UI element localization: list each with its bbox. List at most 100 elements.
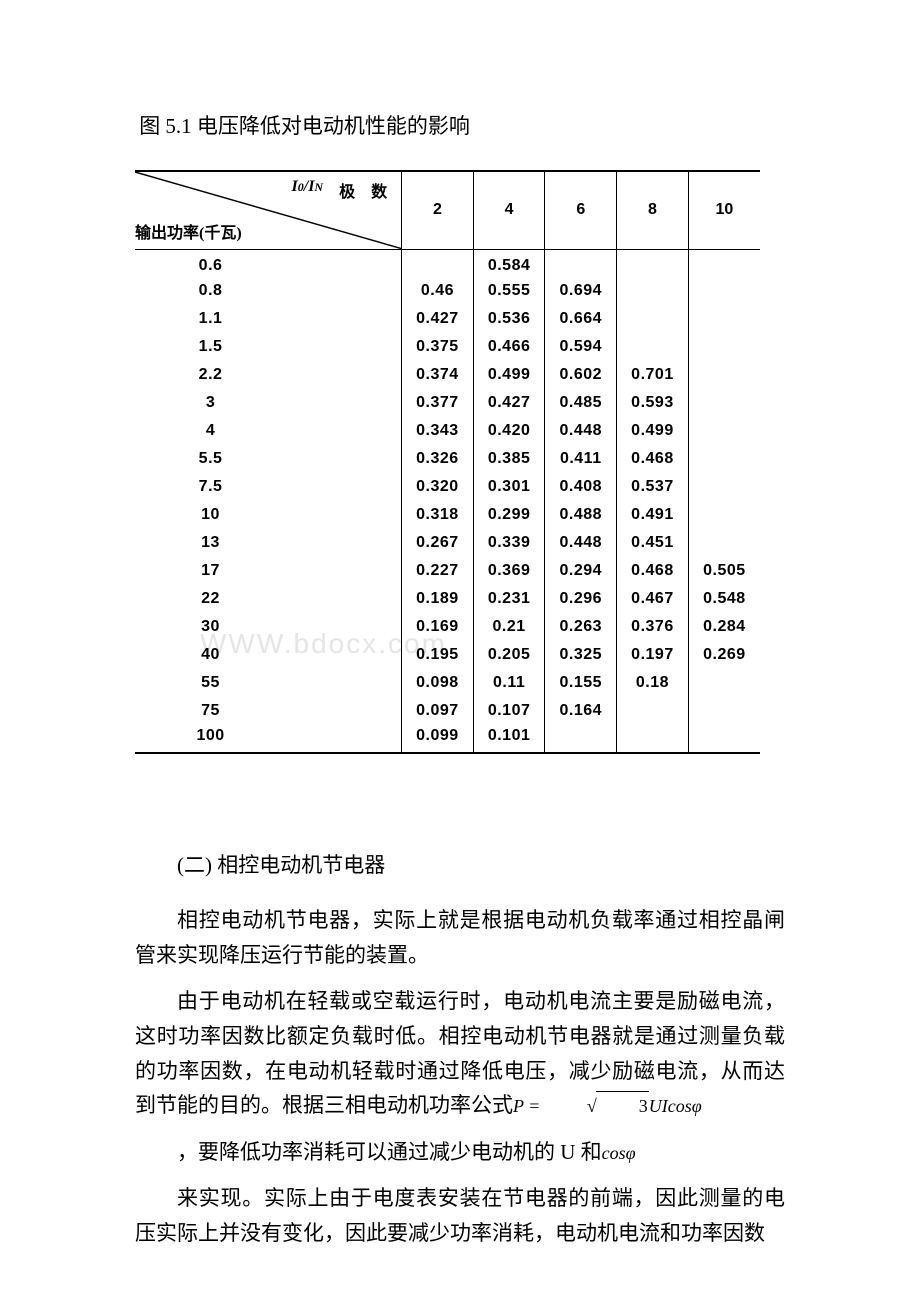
cell-value: 0.694 <box>545 277 617 305</box>
cell-value <box>688 361 760 389</box>
cell-value: 0.155 <box>545 669 617 697</box>
cell-value: 0.375 <box>402 333 474 361</box>
cell-value: 0.466 <box>473 333 545 361</box>
ratio-label: I0/IN <box>292 178 324 196</box>
table-row: 1.10.4270.5360.664 <box>135 305 760 333</box>
cell-value: 0.318 <box>402 501 474 529</box>
row-key: 0.8 <box>135 277 402 305</box>
row-key: 7.5 <box>135 473 402 501</box>
cell-value <box>688 277 760 305</box>
cell-value <box>545 249 617 277</box>
row-key: 75 <box>135 697 402 725</box>
figure-caption: 图 5.1 电压降低对电动机性能的影响 <box>135 110 785 140</box>
cell-value: 0.098 <box>402 669 474 697</box>
cell-value: 0.21 <box>473 613 545 641</box>
table-row: 170.2270.3690.2940.4680.505 <box>135 557 760 585</box>
cell-value: 0.491 <box>617 501 689 529</box>
table-row: 750.0970.1070.164 <box>135 697 760 725</box>
row-key: 30 <box>135 613 402 641</box>
cell-value: 0.374 <box>402 361 474 389</box>
table-row: 30.3770.4270.4850.593 <box>135 389 760 417</box>
cell-value <box>688 529 760 557</box>
cell-value: 0.301 <box>473 473 545 501</box>
cell-value: 0.427 <box>402 305 474 333</box>
cell-value: 0.231 <box>473 585 545 613</box>
cell-value: 0.420 <box>473 417 545 445</box>
cell-value: 0.499 <box>617 417 689 445</box>
table-row: 7.50.3200.3010.4080.537 <box>135 473 760 501</box>
table-row: 300.1690.210.2630.3760.284 <box>135 613 760 641</box>
paragraph-2: 由于电动机在轻载或空载运行时，电动机电流主要是励磁电流，这时功率因数比额定负载时… <box>135 984 785 1123</box>
motor-data-table: I0/IN 极 数 输出功率(千瓦) 2 4 6 8 10 0.60.5840.… <box>135 170 760 754</box>
cell-value: 0.11 <box>473 669 545 697</box>
row-key: 17 <box>135 557 402 585</box>
row-key: 10 <box>135 501 402 529</box>
cell-value: 0.664 <box>545 305 617 333</box>
cell-value: 0.451 <box>617 529 689 557</box>
cell-value: 0.548 <box>688 585 760 613</box>
cell-value: 0.339 <box>473 529 545 557</box>
row-key: 2.2 <box>135 361 402 389</box>
row-key: 0.6 <box>135 249 402 277</box>
cell-value <box>402 249 474 277</box>
cell-value <box>688 473 760 501</box>
cell-value: 0.189 <box>402 585 474 613</box>
table-row: 130.2670.3390.4480.451 <box>135 529 760 557</box>
cell-value: 0.227 <box>402 557 474 585</box>
cell-value: 0.320 <box>402 473 474 501</box>
row-key: 13 <box>135 529 402 557</box>
cell-value <box>688 417 760 445</box>
cell-value: 0.485 <box>545 389 617 417</box>
paragraph-1: 相控电动机节电器，实际上就是根据电动机负载率通过相控晶闸管来实现降压运行节能的装… <box>135 903 785 972</box>
cell-value: 0.488 <box>545 501 617 529</box>
cell-value: 0.594 <box>545 333 617 361</box>
cell-value: 0.197 <box>617 641 689 669</box>
table-row: 0.6 0.584 <box>135 249 760 277</box>
cell-value: 0.701 <box>617 361 689 389</box>
cell-value <box>688 697 760 725</box>
column-header: 2 <box>402 171 474 249</box>
table-row: 1000.0990.101 <box>135 725 760 753</box>
cell-value: 0.101 <box>473 725 545 753</box>
cell-value <box>545 725 617 753</box>
cell-value: 0.584 <box>473 249 545 277</box>
cell-value: 0.326 <box>402 445 474 473</box>
cell-value: 0.263 <box>545 613 617 641</box>
cell-value: 0.536 <box>473 305 545 333</box>
table-row: 40.3430.4200.4480.499 <box>135 417 760 445</box>
cell-value: 0.294 <box>545 557 617 585</box>
cell-value <box>688 501 760 529</box>
formula-power: P = √3UIcosφ <box>513 1096 702 1116</box>
cell-value <box>617 697 689 725</box>
cell-value: 0.593 <box>617 389 689 417</box>
cell-value: 0.369 <box>473 557 545 585</box>
paragraph-3-text: ，要降低功率消耗可以通过减少电动机的 U 和 <box>177 1140 602 1164</box>
column-header: 10 <box>688 171 760 249</box>
cell-value: 0.376 <box>617 613 689 641</box>
cell-value: 0.325 <box>545 641 617 669</box>
cell-value: 0.284 <box>688 613 760 641</box>
cell-value <box>617 725 689 753</box>
cell-value: 0.296 <box>545 585 617 613</box>
cell-value: 0.411 <box>545 445 617 473</box>
row-key: 100 <box>135 725 402 753</box>
cell-value: 0.299 <box>473 501 545 529</box>
row-key: 5.5 <box>135 445 402 473</box>
cell-value: 0.205 <box>473 641 545 669</box>
cell-value: 0.602 <box>545 361 617 389</box>
cell-value: 0.408 <box>545 473 617 501</box>
cell-value <box>688 725 760 753</box>
power-label: 输出功率(千瓦) <box>135 219 242 243</box>
section-heading: (二) 相控电动机节电器 <box>135 849 785 879</box>
cell-value: 0.267 <box>402 529 474 557</box>
cell-value: 0.169 <box>402 613 474 641</box>
cell-value: 0.343 <box>402 417 474 445</box>
cell-value: 0.099 <box>402 725 474 753</box>
cell-value <box>688 305 760 333</box>
cell-value: 0.427 <box>473 389 545 417</box>
cell-value <box>617 277 689 305</box>
cell-value: 0.46 <box>402 277 474 305</box>
row-key: 40 <box>135 641 402 669</box>
cell-value: 0.269 <box>688 641 760 669</box>
table-row: 1.50.3750.4660.594 <box>135 333 760 361</box>
